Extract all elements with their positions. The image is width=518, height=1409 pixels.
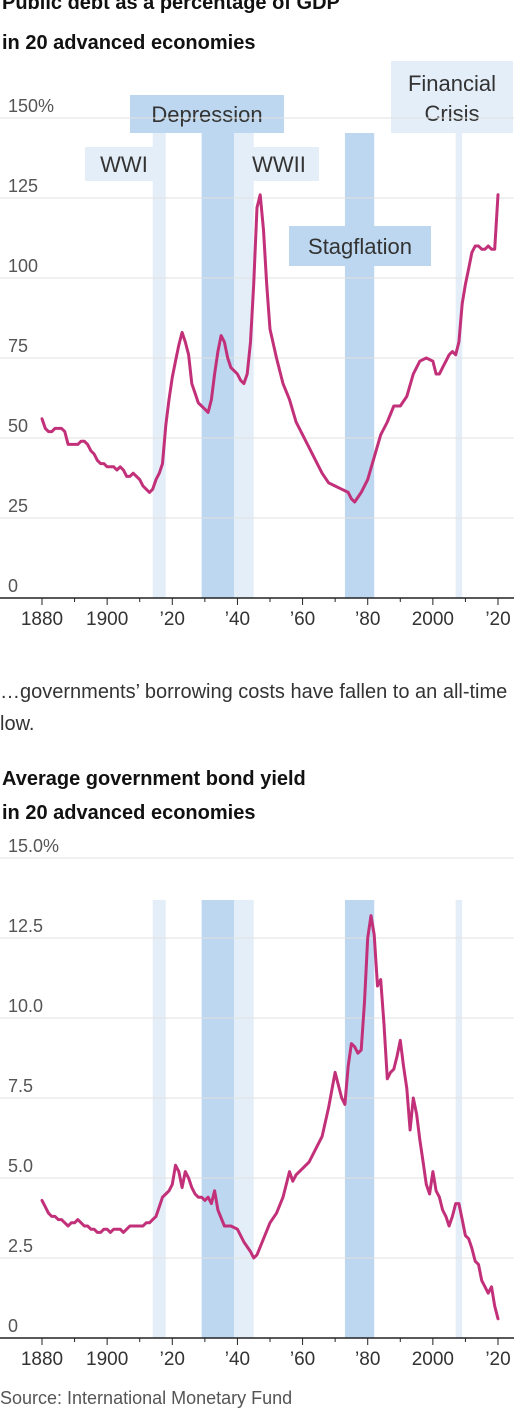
x-tick-label-chart-2: 1880 [21, 1349, 63, 1370]
x-tick-label-chart-1: ’40 [225, 609, 250, 630]
period-band-wwii-chart-1 [234, 133, 254, 598]
x-tick-label-chart-2: ’80 [355, 1349, 380, 1370]
source-note: Source: International Monetary Fund [0, 1388, 293, 1408]
y-tick-label-chart-2: 2.5 [8, 1236, 33, 1256]
period-label-box-depression [130, 95, 284, 133]
period-label-financial-crisis-line-2: Crisis [425, 101, 480, 126]
x-tick-label-chart-1: ’20 [485, 609, 510, 630]
y-tick-label-chart-1: 100 [8, 256, 38, 276]
period-label-box-wwii [239, 147, 319, 181]
period-label-wwii: WWII [252, 152, 306, 177]
y-tick-label-chart-2: 7.5 [8, 1076, 33, 1096]
period-label-box-wwi [85, 147, 163, 181]
y-tick-label-chart-2: 15.0% [8, 836, 59, 856]
x-tick-label-chart-1: ’80 [355, 609, 380, 630]
period-band-wwii-chart-2 [234, 900, 254, 1338]
x-tick-label-chart-2: ’60 [290, 1349, 315, 1370]
x-tick-label-chart-1: 1900 [86, 609, 128, 630]
period-band-financial-crisis-chart-2 [455, 900, 463, 1338]
x-tick-label-chart-2: ’20 [485, 1349, 510, 1370]
x-tick-label-chart-1: 1880 [21, 609, 63, 630]
period-band-depression-chart-2 [201, 900, 235, 1338]
period-label-financial-crisis-line-1: Financial [408, 71, 496, 96]
caption-text: …governments’ borrowing costs have falle… [0, 681, 508, 735]
y-tick-label-chart-1: 0 [8, 576, 18, 596]
x-tick-label-chart-1: ’60 [290, 609, 315, 630]
x-tick-label-chart-2: ’40 [225, 1349, 250, 1370]
period-label-stagflation: Stagflation [308, 234, 412, 259]
period-label-wwi: WWI [100, 152, 148, 177]
x-tick-label-chart-2: 2000 [412, 1349, 454, 1370]
period-band-stagflation-chart-1 [344, 133, 375, 598]
x-tick-label-chart-2: ’20 [160, 1349, 185, 1370]
period-band-stagflation-chart-2 [344, 900, 375, 1338]
y-tick-label-chart-2: 10.0 [8, 996, 43, 1016]
chart-2-subtitle: in 20 advanced economies [2, 802, 256, 824]
chart-1-subtitle: in 20 advanced economies [2, 32, 256, 54]
x-tick-label-chart-1: ’20 [160, 609, 185, 630]
data-line-chart-2 [40, 914, 500, 1321]
y-tick-label-chart-1: 125 [8, 176, 38, 196]
x-tick-label-chart-2: 1900 [86, 1349, 128, 1370]
chart-2-title: Average government bond yield [2, 768, 306, 790]
period-band-wwi-chart-1 [152, 133, 166, 598]
y-tick-label-chart-1: 50 [8, 416, 28, 436]
y-tick-label-chart-2: 12.5 [8, 916, 43, 936]
chart-1-title: Public debt as a percentage of GDP [2, 0, 340, 14]
period-label-box-stagflation [289, 226, 431, 266]
period-band-financial-crisis-chart-1 [455, 133, 463, 598]
period-label-depression: Depression [151, 102, 262, 127]
y-tick-label-chart-1: 75 [8, 336, 28, 356]
y-tick-label-chart-2: 0 [8, 1316, 18, 1336]
data-line-chart-1 [40, 193, 500, 504]
period-band-wwi-chart-2 [152, 900, 166, 1338]
period-label-box-financial-crisis [391, 61, 513, 133]
x-tick-label-chart-1: 2000 [412, 609, 454, 630]
y-tick-label-chart-1: 25 [8, 496, 28, 516]
y-tick-label-chart-1: 150% [8, 96, 54, 116]
y-tick-label-chart-2: 5.0 [8, 1156, 33, 1176]
